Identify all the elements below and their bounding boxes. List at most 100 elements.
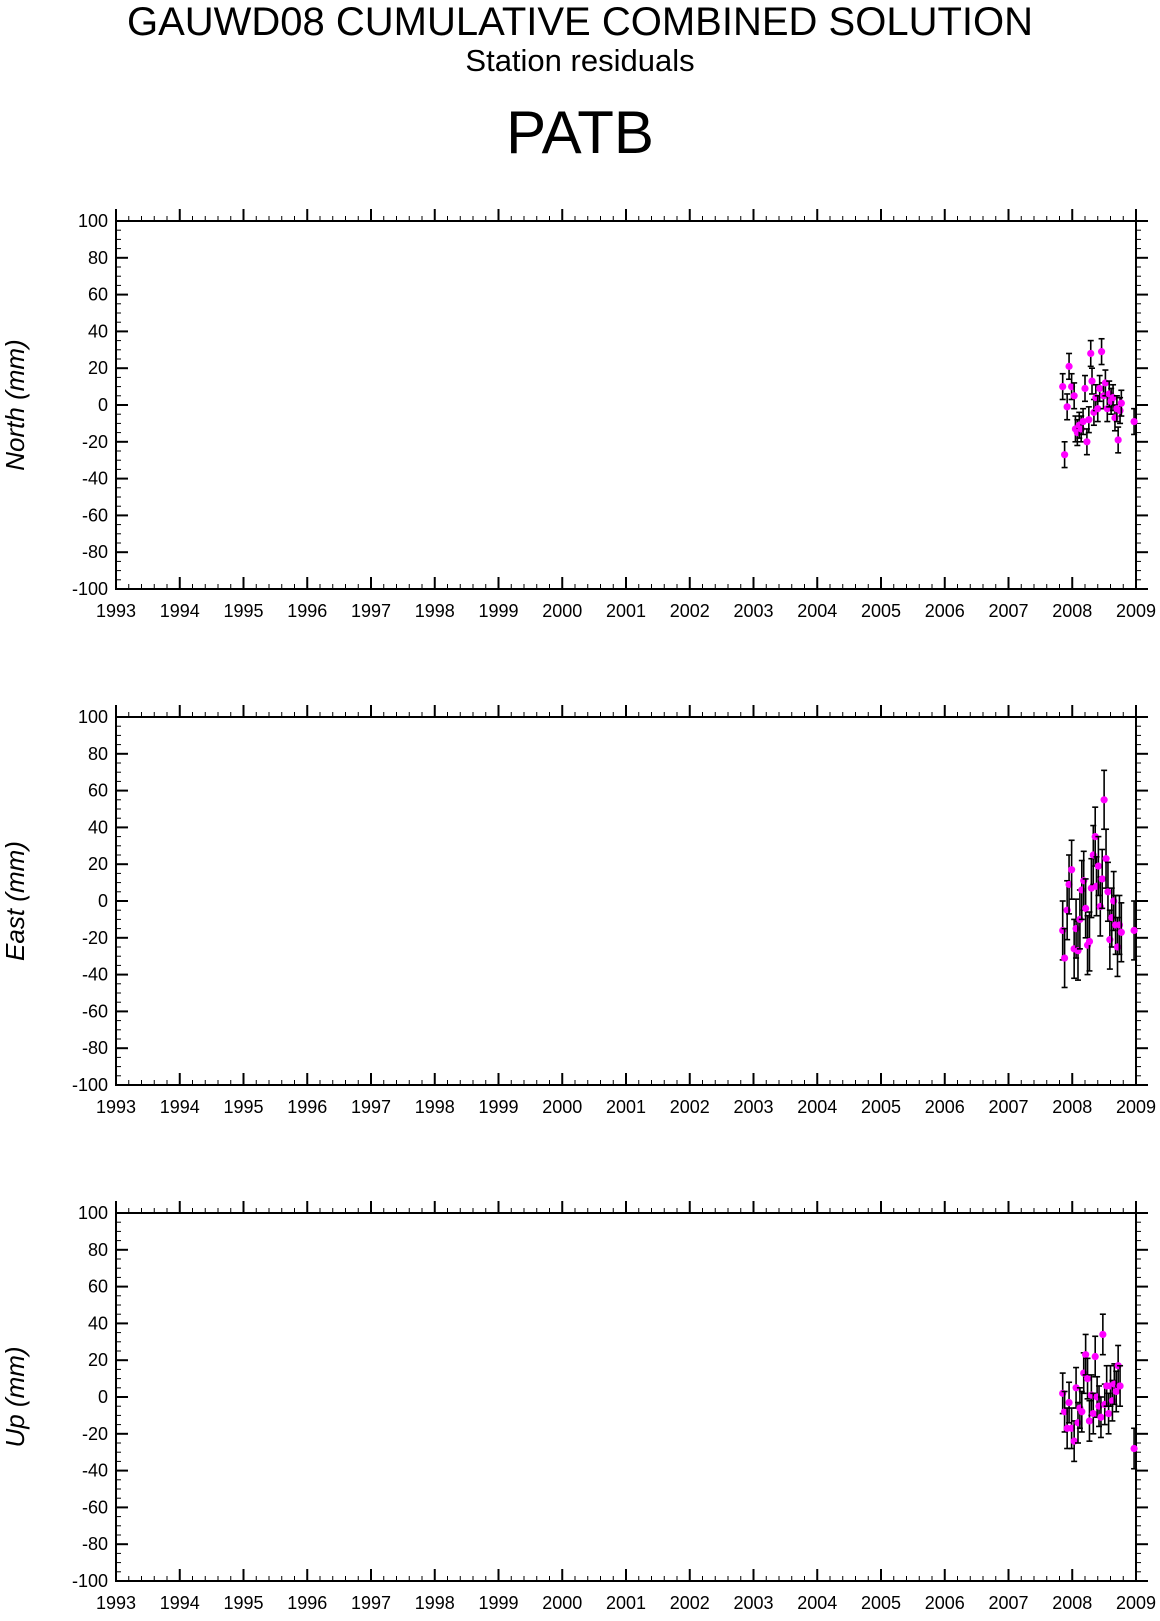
y-tick-label: 60 xyxy=(88,781,108,801)
y-axis-label: North (mm) xyxy=(0,339,30,470)
y-tick-label: 80 xyxy=(88,744,108,764)
plot-frame xyxy=(115,1212,1137,1582)
data-point xyxy=(1097,348,1106,356)
data-point xyxy=(1070,392,1078,400)
y-tick-label: 100 xyxy=(78,211,108,231)
x-tick-label: 2008 xyxy=(1052,601,1092,621)
x-tick-label: 1997 xyxy=(351,1097,391,1117)
x-tick-label: 1993 xyxy=(96,601,136,621)
data-point xyxy=(1094,405,1102,413)
data-point xyxy=(1082,1351,1090,1359)
y-tick-label: 100 xyxy=(78,707,108,727)
y-tick-label: 0 xyxy=(98,395,108,415)
data-point xyxy=(1116,1382,1124,1390)
x-tick-label: 2000 xyxy=(542,601,582,621)
x-tick-label: 2005 xyxy=(861,601,901,621)
y-tick-label: -100 xyxy=(72,579,108,599)
chart-subtitle: Station residuals xyxy=(465,43,695,78)
y-tick-label: -60 xyxy=(82,1497,108,1517)
x-tick-label: 2000 xyxy=(542,1593,582,1613)
y-tick-label: 20 xyxy=(88,358,108,378)
x-tick-label: 1999 xyxy=(478,1097,518,1117)
x-tick-label: 1994 xyxy=(160,601,200,621)
y-tick-label: -40 xyxy=(82,469,108,489)
data-point xyxy=(1081,384,1089,393)
x-tick-label: 1994 xyxy=(160,1593,200,1613)
x-tick-label: 2003 xyxy=(733,1097,773,1117)
x-tick-label: 2005 xyxy=(861,1097,901,1117)
y-tick-label: 40 xyxy=(88,321,108,341)
y-tick-label: -80 xyxy=(82,1534,108,1554)
x-tick-label: 2000 xyxy=(542,1097,582,1117)
data-point xyxy=(1061,954,1069,962)
y-axis-label: Up (mm) xyxy=(0,1346,30,1447)
data-point xyxy=(1130,417,1138,426)
y-tick-label: -100 xyxy=(72,1075,108,1095)
x-tick-label: 2001 xyxy=(606,1593,646,1613)
x-tick-label: 2006 xyxy=(925,601,965,621)
data-point xyxy=(1104,888,1112,896)
y-tick-label: 40 xyxy=(88,1313,108,1333)
x-tick-label: 2002 xyxy=(670,1097,710,1117)
data-point xyxy=(1068,866,1076,874)
data-point xyxy=(1083,1375,1092,1383)
x-tick-label: 2005 xyxy=(861,1593,901,1613)
y-tick-label: 80 xyxy=(88,1240,108,1260)
x-tick-label: 2009 xyxy=(1116,1097,1156,1117)
data-point xyxy=(1059,383,1067,391)
chart-title: GAUWD08 CUMULATIVE COMBINED SOLUTION xyxy=(126,0,1034,44)
x-tick-label: 2003 xyxy=(733,601,773,621)
data-point xyxy=(1065,1398,1073,1407)
x-tick-label: 1997 xyxy=(351,601,391,621)
x-tick-label: 1999 xyxy=(478,1593,518,1613)
data-point xyxy=(1096,384,1104,393)
x-tick-label: 2007 xyxy=(988,1593,1028,1613)
y-tick-label: 40 xyxy=(88,817,108,837)
x-tick-label: 1995 xyxy=(223,1593,263,1613)
data-point xyxy=(1104,1409,1113,1418)
data-point xyxy=(1085,937,1094,946)
y-tick-label: -60 xyxy=(82,1001,108,1021)
data-point xyxy=(1063,403,1071,411)
data-point xyxy=(1061,451,1069,459)
x-tick-label: 2009 xyxy=(1116,1593,1156,1613)
data-point xyxy=(1116,406,1124,415)
station-name: PATB xyxy=(506,99,654,166)
data-point xyxy=(1089,1409,1097,1418)
data-point xyxy=(1065,362,1073,370)
data-point xyxy=(1085,416,1093,424)
x-tick-label: 2006 xyxy=(925,1097,965,1117)
x-tick-label: 1997 xyxy=(351,1593,391,1613)
x-tick-label: 2001 xyxy=(606,1097,646,1117)
y-tick-label: -80 xyxy=(82,1038,108,1058)
y-tick-label: -80 xyxy=(82,542,108,562)
data-point xyxy=(1078,1408,1086,1416)
y-tick-label: -20 xyxy=(82,928,108,948)
y-tick-label: 60 xyxy=(88,285,108,305)
data-point xyxy=(1097,1413,1105,1421)
data-point xyxy=(1100,796,1108,804)
x-tick-label: 1995 xyxy=(223,1097,263,1117)
y-tick-label: -100 xyxy=(72,1571,108,1591)
data-point xyxy=(1130,1444,1138,1453)
panel-1: 1993 1994 1995 1996 1997 1998 1999 2000 2001 2002… xyxy=(0,209,1156,621)
y-tick-label: 0 xyxy=(98,891,108,911)
x-tick-label: 2008 xyxy=(1052,1097,1092,1117)
y-tick-label: 0 xyxy=(98,1387,108,1407)
x-tick-label: 1996 xyxy=(287,601,327,621)
data-point xyxy=(1117,399,1125,407)
x-tick-label: 2001 xyxy=(606,601,646,621)
data-point xyxy=(1072,1384,1080,1392)
x-tick-label: 2002 xyxy=(670,1593,710,1613)
data-point xyxy=(1083,438,1091,446)
x-tick-label: 1995 xyxy=(223,601,263,621)
y-tick-label: -60 xyxy=(82,505,108,525)
y-tick-label: -40 xyxy=(82,1461,108,1481)
y-tick-label: -20 xyxy=(82,432,108,452)
panel-3: 1993 1994 1995 1996 1997 1998 1999 2000 2001 2002… xyxy=(0,1201,1156,1613)
x-tick-label: 2007 xyxy=(988,601,1028,621)
x-tick-label: 2004 xyxy=(797,1097,837,1117)
x-tick-label: 1998 xyxy=(415,601,455,621)
panel-2: 1993 1994 1995 1996 1997 1998 1999 2000 2001 2002… xyxy=(0,705,1156,1117)
